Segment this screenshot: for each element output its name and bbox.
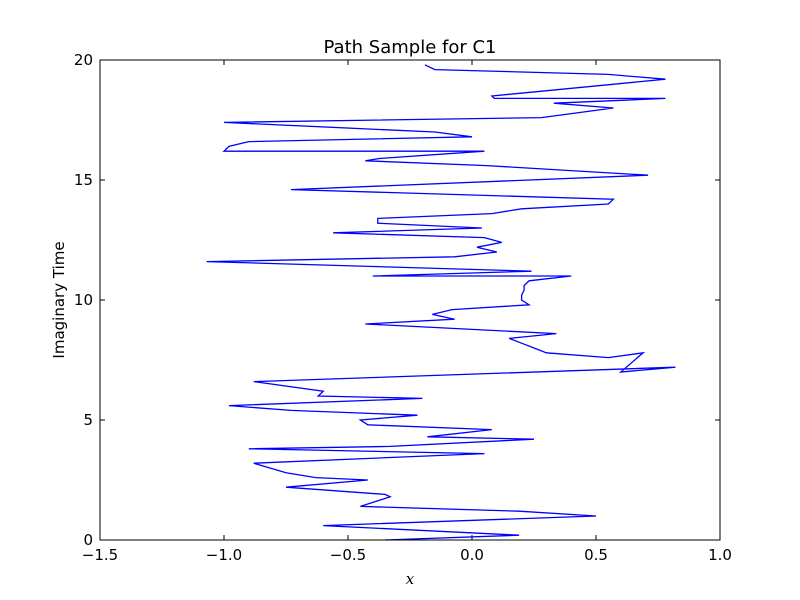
y-tick-label: 0	[83, 531, 93, 549]
y-tick-label: 20	[74, 51, 93, 69]
series-line	[206, 64, 676, 541]
x-axis-label: x	[406, 570, 415, 588]
plot-area	[100, 60, 720, 540]
x-tick-label: −0.5	[330, 546, 366, 564]
y-axis-label: Imaginary Time	[50, 241, 68, 358]
tick-labels: −1.5 −1.0 −0.5 0.0 0.5 1.0 0 5 10 15 20	[74, 51, 732, 564]
x-tick-label: 1.0	[708, 546, 732, 564]
y-tick-label: 5	[83, 411, 93, 429]
chart-title: Path Sample for C1	[324, 37, 497, 58]
x-tick-label: 0.5	[584, 546, 608, 564]
x-tick-label: −1.0	[206, 546, 242, 564]
plot-frame	[99, 59, 721, 541]
x-tick-label: −1.5	[82, 546, 118, 564]
y-tick-label: 10	[74, 291, 93, 309]
y-tick-label: 15	[74, 171, 93, 189]
x-tick-label: 0.0	[460, 546, 484, 564]
